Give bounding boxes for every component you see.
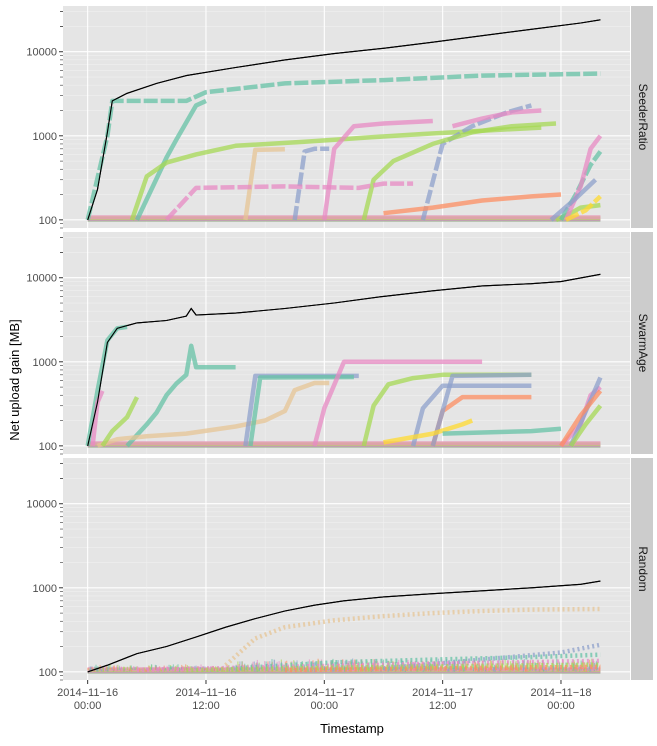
y-tick-label: 10000 (26, 499, 57, 511)
peer-series-line (559, 389, 603, 448)
y-tick-label: 1000 (33, 583, 57, 595)
peer-series-line (134, 98, 207, 221)
panel-background (63, 6, 630, 228)
x-axis-label: Timestamp (320, 721, 384, 736)
series-group (85, 19, 603, 222)
facet-panel-seederratio: 100 1000 10000 SeederRatio (26, 6, 653, 229)
panel-background (63, 458, 630, 680)
facet-strip-label: SwarmAge (636, 314, 650, 373)
facet-strip (631, 458, 653, 680)
x-tick-label-time: 00:00 (74, 700, 102, 712)
facet-strip (631, 6, 653, 228)
y-axis-label: Net upload gain [MB] (7, 319, 22, 440)
y-tick-label: 100 (39, 667, 57, 679)
x-tick-label-date: 2014−11−17 (294, 687, 355, 699)
peer-series-line (410, 383, 532, 447)
x-tick-label-date: 2014−11−16 (57, 687, 118, 699)
total-series-line-top (87, 580, 601, 673)
peer-series-line (451, 108, 542, 129)
facet-panel-random: 100 1000 10000 Random (26, 458, 653, 681)
peer-series-line (564, 194, 602, 222)
y-tick-label: 10000 (26, 47, 57, 59)
peer-series-line (361, 121, 557, 221)
panel-background (63, 232, 630, 454)
x-tick-label-time: 00:00 (311, 700, 339, 712)
x-tick-label-date: 2014−11−18 (530, 687, 591, 699)
series-group (85, 273, 603, 449)
x-tick-label-time: 12:00 (429, 700, 457, 712)
facet-strip-label: SeederRatio (636, 84, 650, 151)
total-series-line-top (87, 19, 601, 221)
peer-series-line (129, 125, 542, 221)
peer-series-line (549, 178, 598, 222)
peer-series-line (430, 372, 532, 447)
x-tick-label-date: 2014−11−16 (175, 687, 236, 699)
x-tick-label-date: 2014−11−17 (412, 687, 473, 699)
series-group (87, 580, 601, 674)
peer-series-line (235, 652, 601, 671)
peer-series-line (383, 192, 562, 216)
peer-series-line (125, 343, 236, 448)
x-tick-label-time: 12:00 (192, 700, 220, 712)
peer-series-line (248, 374, 354, 447)
facet-strip (631, 232, 653, 454)
x-tick-label-time: 00:00 (547, 700, 575, 712)
peer-series-line (224, 606, 601, 667)
y-tick-label: 1000 (33, 131, 57, 143)
peer-series-line (383, 418, 474, 445)
y-tick-label: 100 (39, 215, 57, 227)
y-tick-label: 1000 (33, 357, 57, 369)
peer-series-line (136, 658, 601, 673)
y-tick-label: 100 (39, 441, 57, 453)
peer-series-line (312, 359, 483, 447)
peer-series-line (100, 396, 140, 448)
facet-strip-label: Random (636, 546, 650, 591)
y-tick-label: 10000 (26, 273, 57, 285)
peer-series-line (164, 181, 414, 222)
peer-series-line (243, 147, 285, 221)
peer-series-line (568, 404, 603, 448)
facet-panel-swarmage: 100 1000 10000 SwarmAge (26, 232, 653, 455)
peer-series-line (322, 118, 433, 221)
peer-series-line (442, 426, 562, 436)
total-series-line-top (87, 273, 601, 447)
peer-series-line (186, 662, 601, 673)
